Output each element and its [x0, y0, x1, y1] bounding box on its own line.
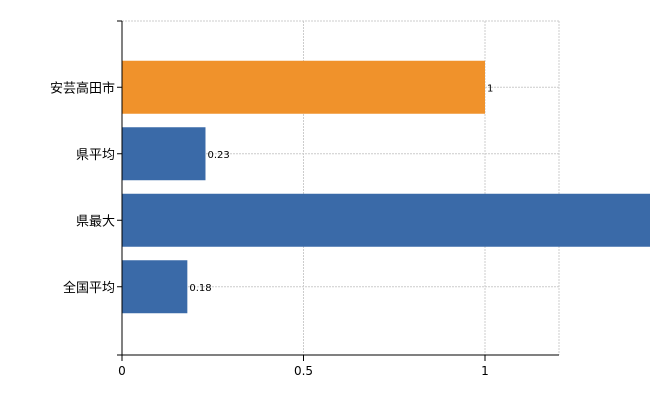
- x-tick-label: 0.5: [294, 364, 313, 378]
- bar-0: [122, 60, 485, 114]
- data-label: 1: [487, 83, 493, 94]
- x-tick-label: 1: [481, 364, 489, 378]
- data-label: 0.23: [207, 150, 229, 161]
- category-label: 県最大: [76, 214, 115, 229]
- bar-2: [122, 193, 650, 247]
- bar-3: [122, 260, 188, 314]
- axes: [117, 20, 559, 361]
- category-label: 県平均: [76, 148, 115, 163]
- bars: [122, 60, 650, 314]
- category-label: 安芸高田市: [50, 80, 115, 96]
- x-tick-label: 0: [118, 364, 126, 378]
- category-label: 全国平均: [63, 280, 115, 296]
- bar-1: [122, 127, 206, 181]
- data-label: 0.18: [189, 283, 211, 294]
